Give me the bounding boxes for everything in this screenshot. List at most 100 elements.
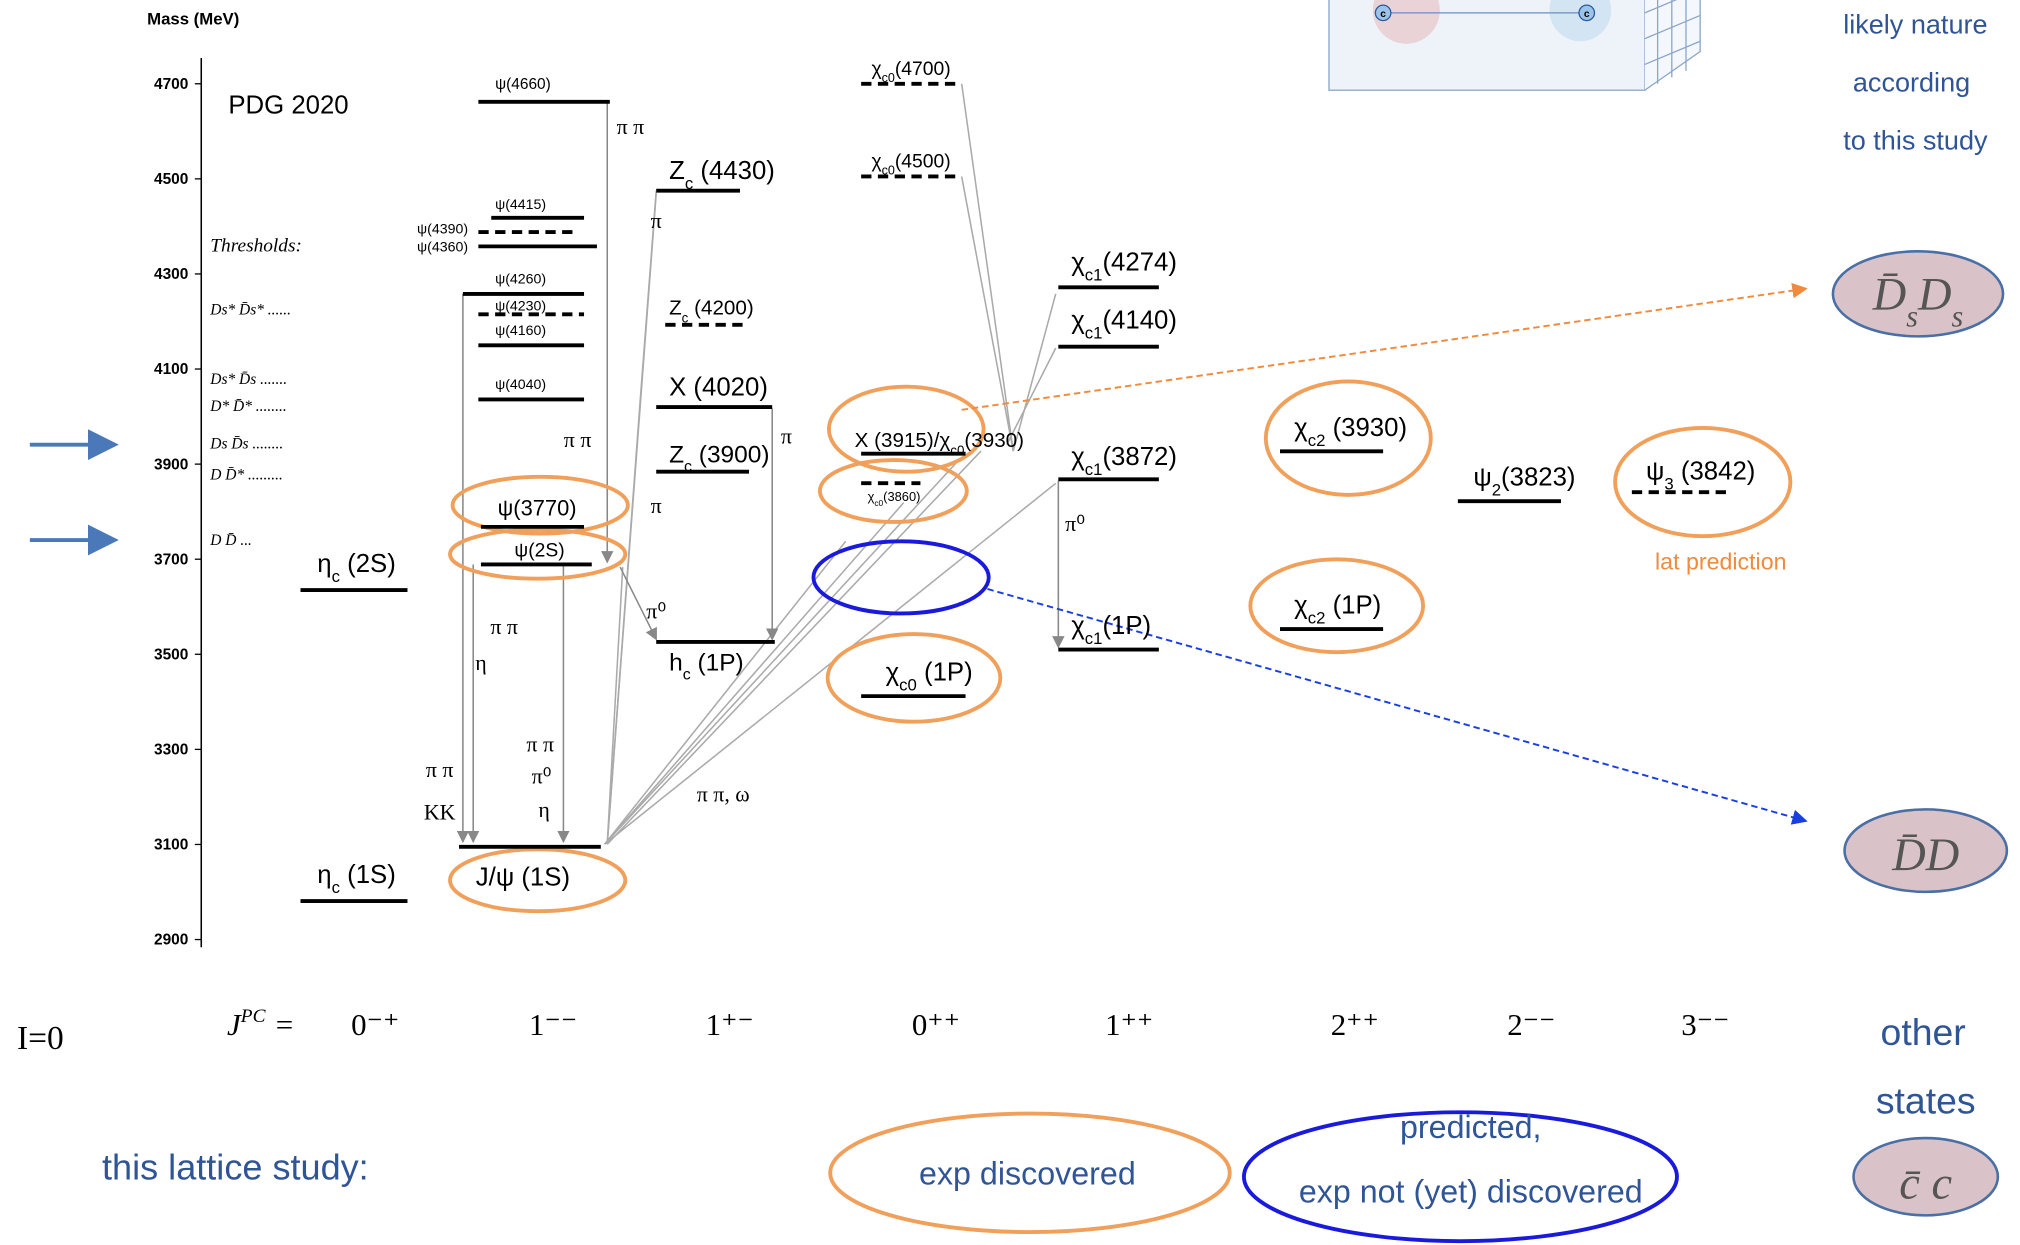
level-label: ψ(4415) — [495, 197, 546, 213]
label-part: c1 — [1085, 629, 1103, 648]
quark-label: c — [1380, 9, 1386, 20]
transition-label: π π — [526, 731, 554, 756]
label-part: χ — [1294, 592, 1308, 620]
level-label: χc0(3860) — [868, 489, 921, 508]
transition-label: π π — [490, 614, 518, 639]
transition-label: π — [781, 423, 792, 448]
threshold: D D̄* ......... — [209, 466, 283, 483]
level-label: ψ(4160) — [495, 323, 546, 339]
label-part: c — [685, 174, 693, 193]
level-label: χc1(1P) — [1071, 612, 1151, 648]
jpc-column: 0⁺⁺ — [912, 1007, 960, 1042]
jpc-column: 1⁺⁺ — [1105, 1007, 1153, 1042]
legend-predicted: predicted, — [1400, 1109, 1542, 1145]
y-tick-label: 4100 — [154, 361, 188, 378]
thresholds-title: Thresholds: — [210, 235, 302, 256]
level-label: χc0 (1P) — [886, 659, 973, 695]
label-part: 3 — [1664, 474, 1673, 493]
label-part: J/ψ (1S) — [476, 864, 570, 892]
transition-label: π — [651, 208, 662, 233]
label-part: (4430) — [693, 157, 775, 185]
transition-label: π⁰ — [532, 764, 552, 789]
transition-label: KK — [424, 800, 456, 825]
label-part: D — [1917, 269, 1952, 320]
threshold: Ds D̄s ........ — [209, 436, 283, 453]
transition-label: π π — [564, 427, 592, 452]
label-part: s — [1906, 299, 1918, 333]
label-part: s — [1951, 299, 1963, 333]
label-part: c — [684, 458, 692, 475]
level-label: ψ(4040) — [495, 377, 546, 393]
source-label: PDG 2020 — [228, 91, 348, 119]
label-part: ψ(4660) — [495, 76, 551, 93]
label-part: h — [669, 649, 683, 676]
transition-label: η — [538, 797, 549, 822]
label-part: (3900) — [692, 442, 770, 469]
legend-discovered: exp discovered — [919, 1155, 1136, 1191]
level-label: χc1(4274) — [1071, 249, 1177, 285]
jpc-column: 2⁺⁺ — [1331, 1007, 1379, 1042]
level-label: χc0(4500) — [871, 151, 950, 177]
transition-label: π — [651, 493, 662, 518]
label-part: X (3915)/χ — [855, 429, 951, 452]
label-part: (4140) — [1102, 307, 1176, 335]
caption: likely nature according to this study — [1843, 10, 1988, 156]
label-part: D̄ — [1872, 269, 1907, 320]
level-label: ψ2(3823) — [1473, 464, 1575, 499]
label-part: c0 — [899, 675, 917, 694]
y-tick-label: 4500 — [154, 171, 188, 188]
level-label: Zc (4200) — [669, 297, 754, 326]
label-part: ψ(4415) — [495, 197, 546, 213]
y-tick-label: 3300 — [154, 742, 188, 759]
label-part: (1P) — [1102, 612, 1151, 640]
label-part: ψ(4040) — [495, 377, 546, 393]
label-part: c0 — [882, 71, 895, 85]
label-part: c2 — [1308, 608, 1326, 627]
level-label: χc2 (1P) — [1294, 592, 1381, 628]
label-part: (3872) — [1102, 443, 1176, 471]
label-part: (1S) — [340, 861, 396, 889]
level-label: ηc (2S) — [317, 550, 396, 586]
label-part: c — [332, 567, 340, 586]
jpc-column: 2⁻⁻ — [1507, 1007, 1555, 1042]
label-part: ψ(4230) — [495, 298, 546, 314]
label-part: 2 — [1492, 480, 1501, 499]
label-part: χ — [871, 151, 881, 172]
label-part: X (4020) — [669, 373, 768, 401]
label-part: Z — [669, 442, 684, 469]
transition-label: π⁰ — [1065, 511, 1085, 536]
level-label: ψ(3770) — [498, 495, 577, 520]
label-part: (1P) — [691, 649, 744, 676]
transition-label: π⁰ — [646, 599, 666, 624]
threshold: D* D̄* ........ — [209, 398, 286, 415]
label-part: Z — [669, 157, 685, 185]
label-part: χ — [1071, 307, 1085, 335]
jpc-label: JPC= — [227, 1006, 293, 1042]
label-part: Z — [669, 297, 682, 320]
threshold: Ds* D̄s* ...... — [209, 301, 291, 318]
label-part: χ — [1071, 612, 1085, 640]
y-tick-label: 3100 — [154, 837, 188, 854]
level-label: Zc (4430) — [669, 157, 775, 193]
label-part: (4200) — [688, 297, 753, 320]
level-label: ηc (1S) — [317, 861, 396, 896]
label-part: c0 — [874, 498, 883, 508]
label-part: ψ(4390) — [417, 221, 468, 237]
y-tick-label: 3700 — [154, 551, 188, 568]
label-part: ψ(4260) — [495, 272, 546, 288]
legend-title: this lattice study: — [102, 1146, 369, 1187]
level-label: ψ(4390) — [417, 221, 468, 237]
legend-predicted: exp not (yet) discovered — [1299, 1173, 1643, 1209]
label-part: ψ — [1473, 464, 1491, 492]
quark-label: c — [1584, 9, 1590, 20]
label-part: (1P) — [1325, 592, 1381, 620]
level-label: hc (1P) — [669, 649, 744, 683]
label-part: ψ — [1646, 457, 1664, 485]
level-label: J/ψ (1S) — [476, 864, 570, 892]
caption-line: according — [1853, 68, 1970, 98]
threshold: Ds* D̄s ....... — [209, 371, 287, 388]
caption-line: likely nature — [1843, 10, 1987, 40]
isospin: I=0 — [17, 1020, 64, 1057]
level-label: ψ(4260) — [495, 272, 546, 288]
label-part: (3930) — [1325, 414, 1407, 442]
